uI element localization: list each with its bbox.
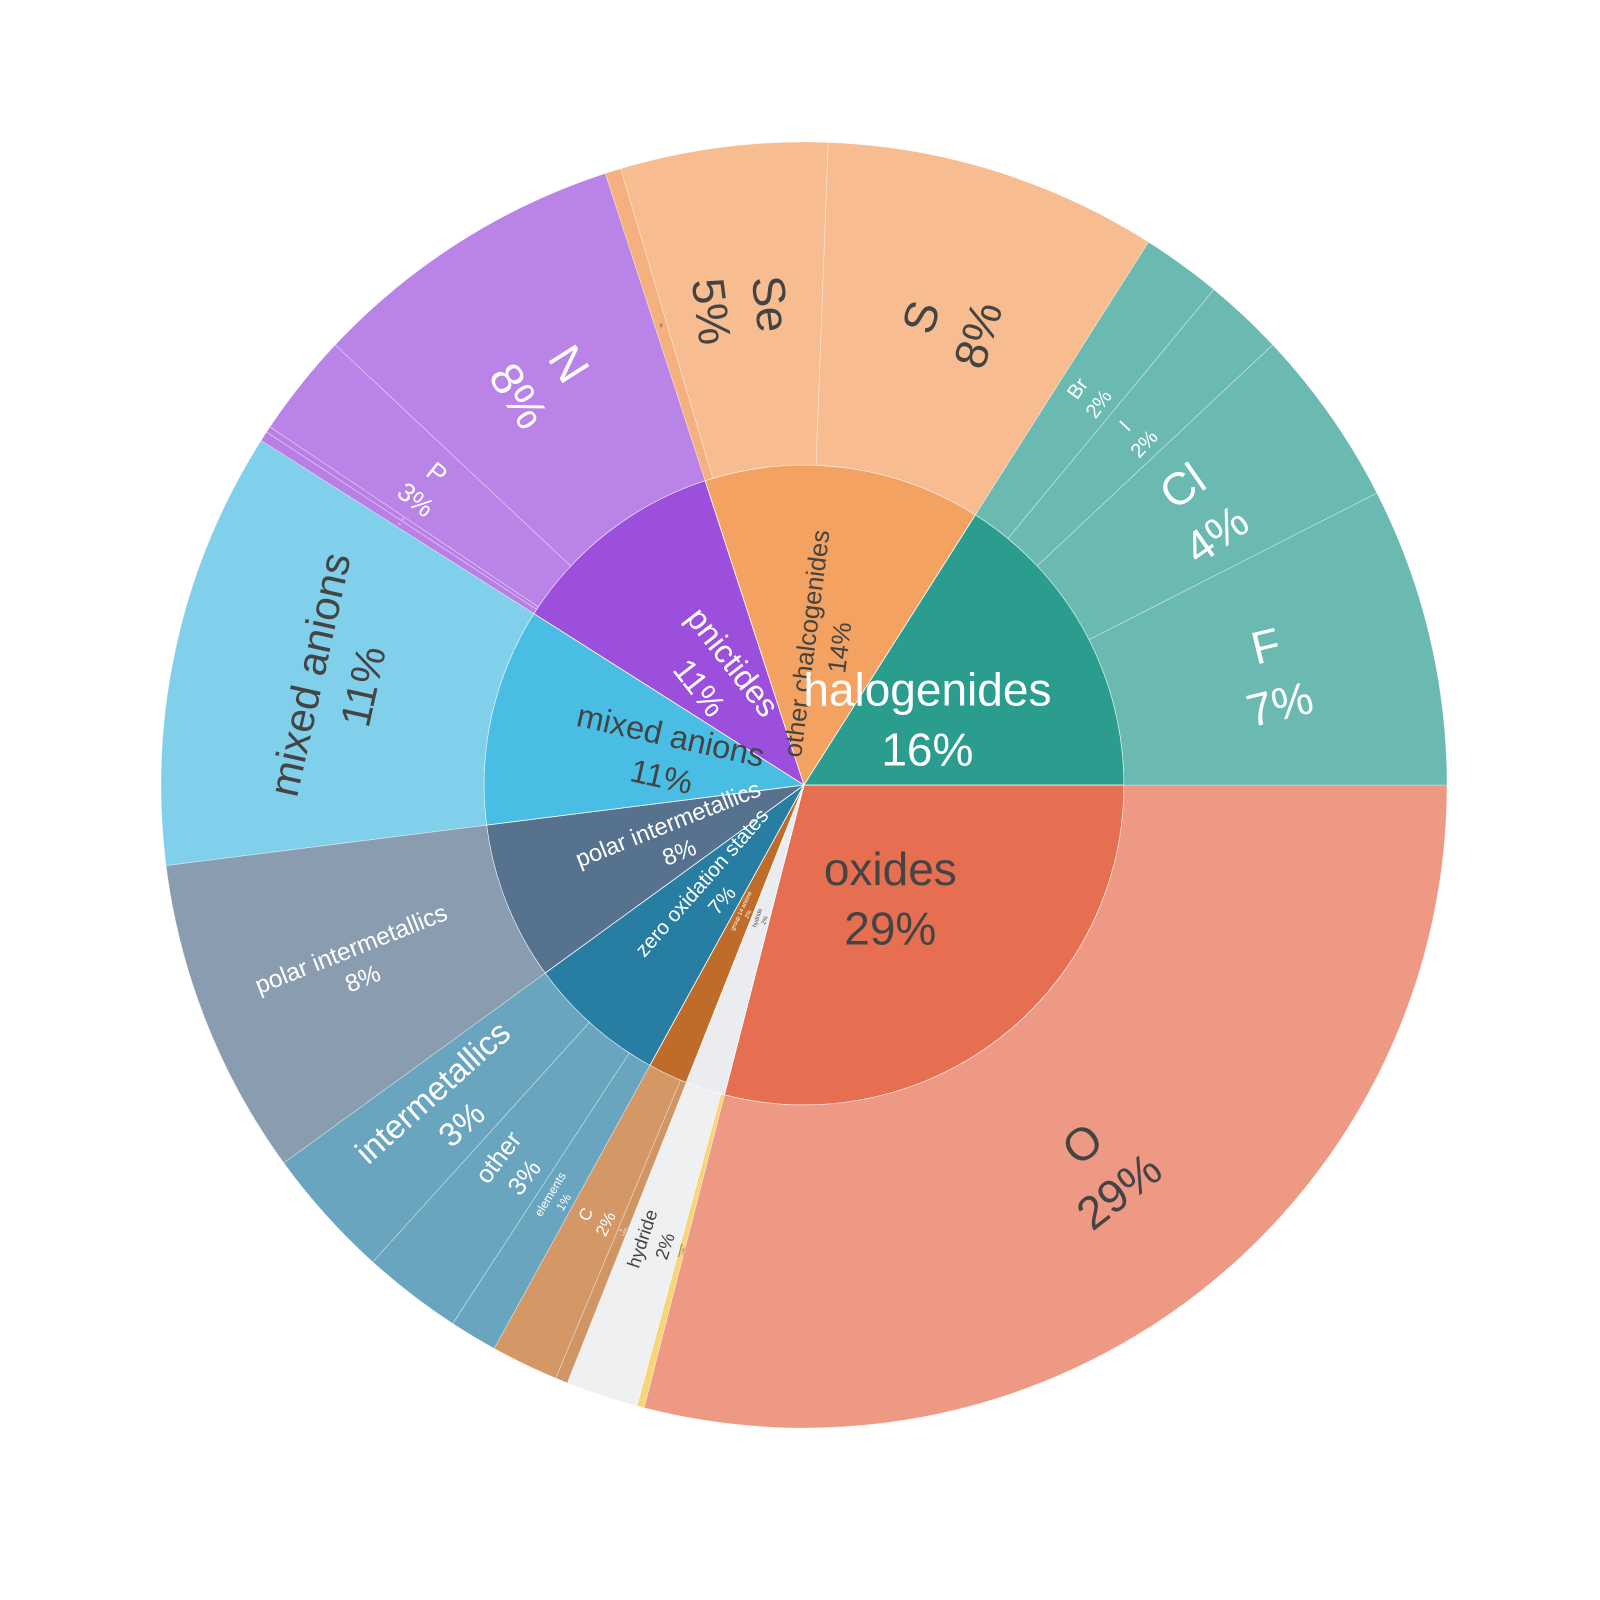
label-pct-outer-hydride-1-hexahydride-0: 0.18% [681, 1247, 686, 1255]
outer-segment-pnictides-6-n-3[interactable] [334, 173, 706, 567]
label-pct-outer-other-chalcogenides-7-se-1: 5% [682, 275, 742, 347]
label-name-outer-other-chalcogenides-7-te-0: Te [658, 322, 664, 328]
label-outer-pnictides-6-sb-1: Sb [400, 517, 405, 522]
label-name-outer-group-14-anions-2-si-0: Si [618, 1228, 623, 1232]
inner-ring [483, 464, 1125, 1106]
outer-segment-mixed-anions-5-mixed-anions-0[interactable] [160, 440, 535, 866]
outer-segment-oxides-0-o-0[interactable] [643, 784, 1448, 1429]
label-pct-outer-group-14-anions-2-si-0: 0.33% [621, 1227, 628, 1237]
label-outer-other-chalcogenides-7-se-1: Se5% [682, 273, 801, 348]
outer-segment-halogenides-8-f-3[interactable] [1088, 492, 1448, 786]
label-pct-inner-group-14-anions-2: 2% [744, 909, 753, 920]
outer-segment-polar-intermetallics-4-polar-intermetallics-0[interactable] [165, 824, 546, 1164]
outer-segment-other-chalcogenides-7-s-2[interactable] [815, 142, 1149, 516]
label-outer-other-chalcogenides-7-te-0: Te [658, 322, 664, 328]
label-name-outer-other-chalcogenides-7-se-1: Se [742, 273, 801, 335]
label-name-inner-hydride-1: hydride [752, 907, 764, 928]
label-outer-pnictides-6-as-0: As [397, 522, 402, 527]
outer-ring [160, 141, 1448, 1429]
label-name-outer-hydride-1-hexahydride-0: hexahydride [677, 1243, 684, 1258]
label-pct-inner-halogenides-8: 16% [881, 723, 973, 775]
label-pct-inner-oxides-0: 29% [844, 903, 936, 955]
label-pct-inner-other-chalcogenides-7: 14% [823, 621, 857, 675]
label-inner-oxides-0: oxides 29% [824, 843, 957, 955]
label-inner-halogenides-8: halogenides 16% [803, 664, 1051, 776]
label-outer-group-14-anions-2-si-0: Si0.33% [618, 1227, 628, 1237]
label-name-inner-halogenides-8: halogenides [803, 664, 1051, 716]
label-name-inner-oxides-0: oxides [824, 843, 957, 895]
label-name-outer-pnictides-6-sb-1: Sb [400, 517, 405, 522]
label-pct-inner-hydride-1: 2% [761, 915, 770, 926]
label-name-outer-pnictides-6-as-0: As [397, 522, 402, 527]
